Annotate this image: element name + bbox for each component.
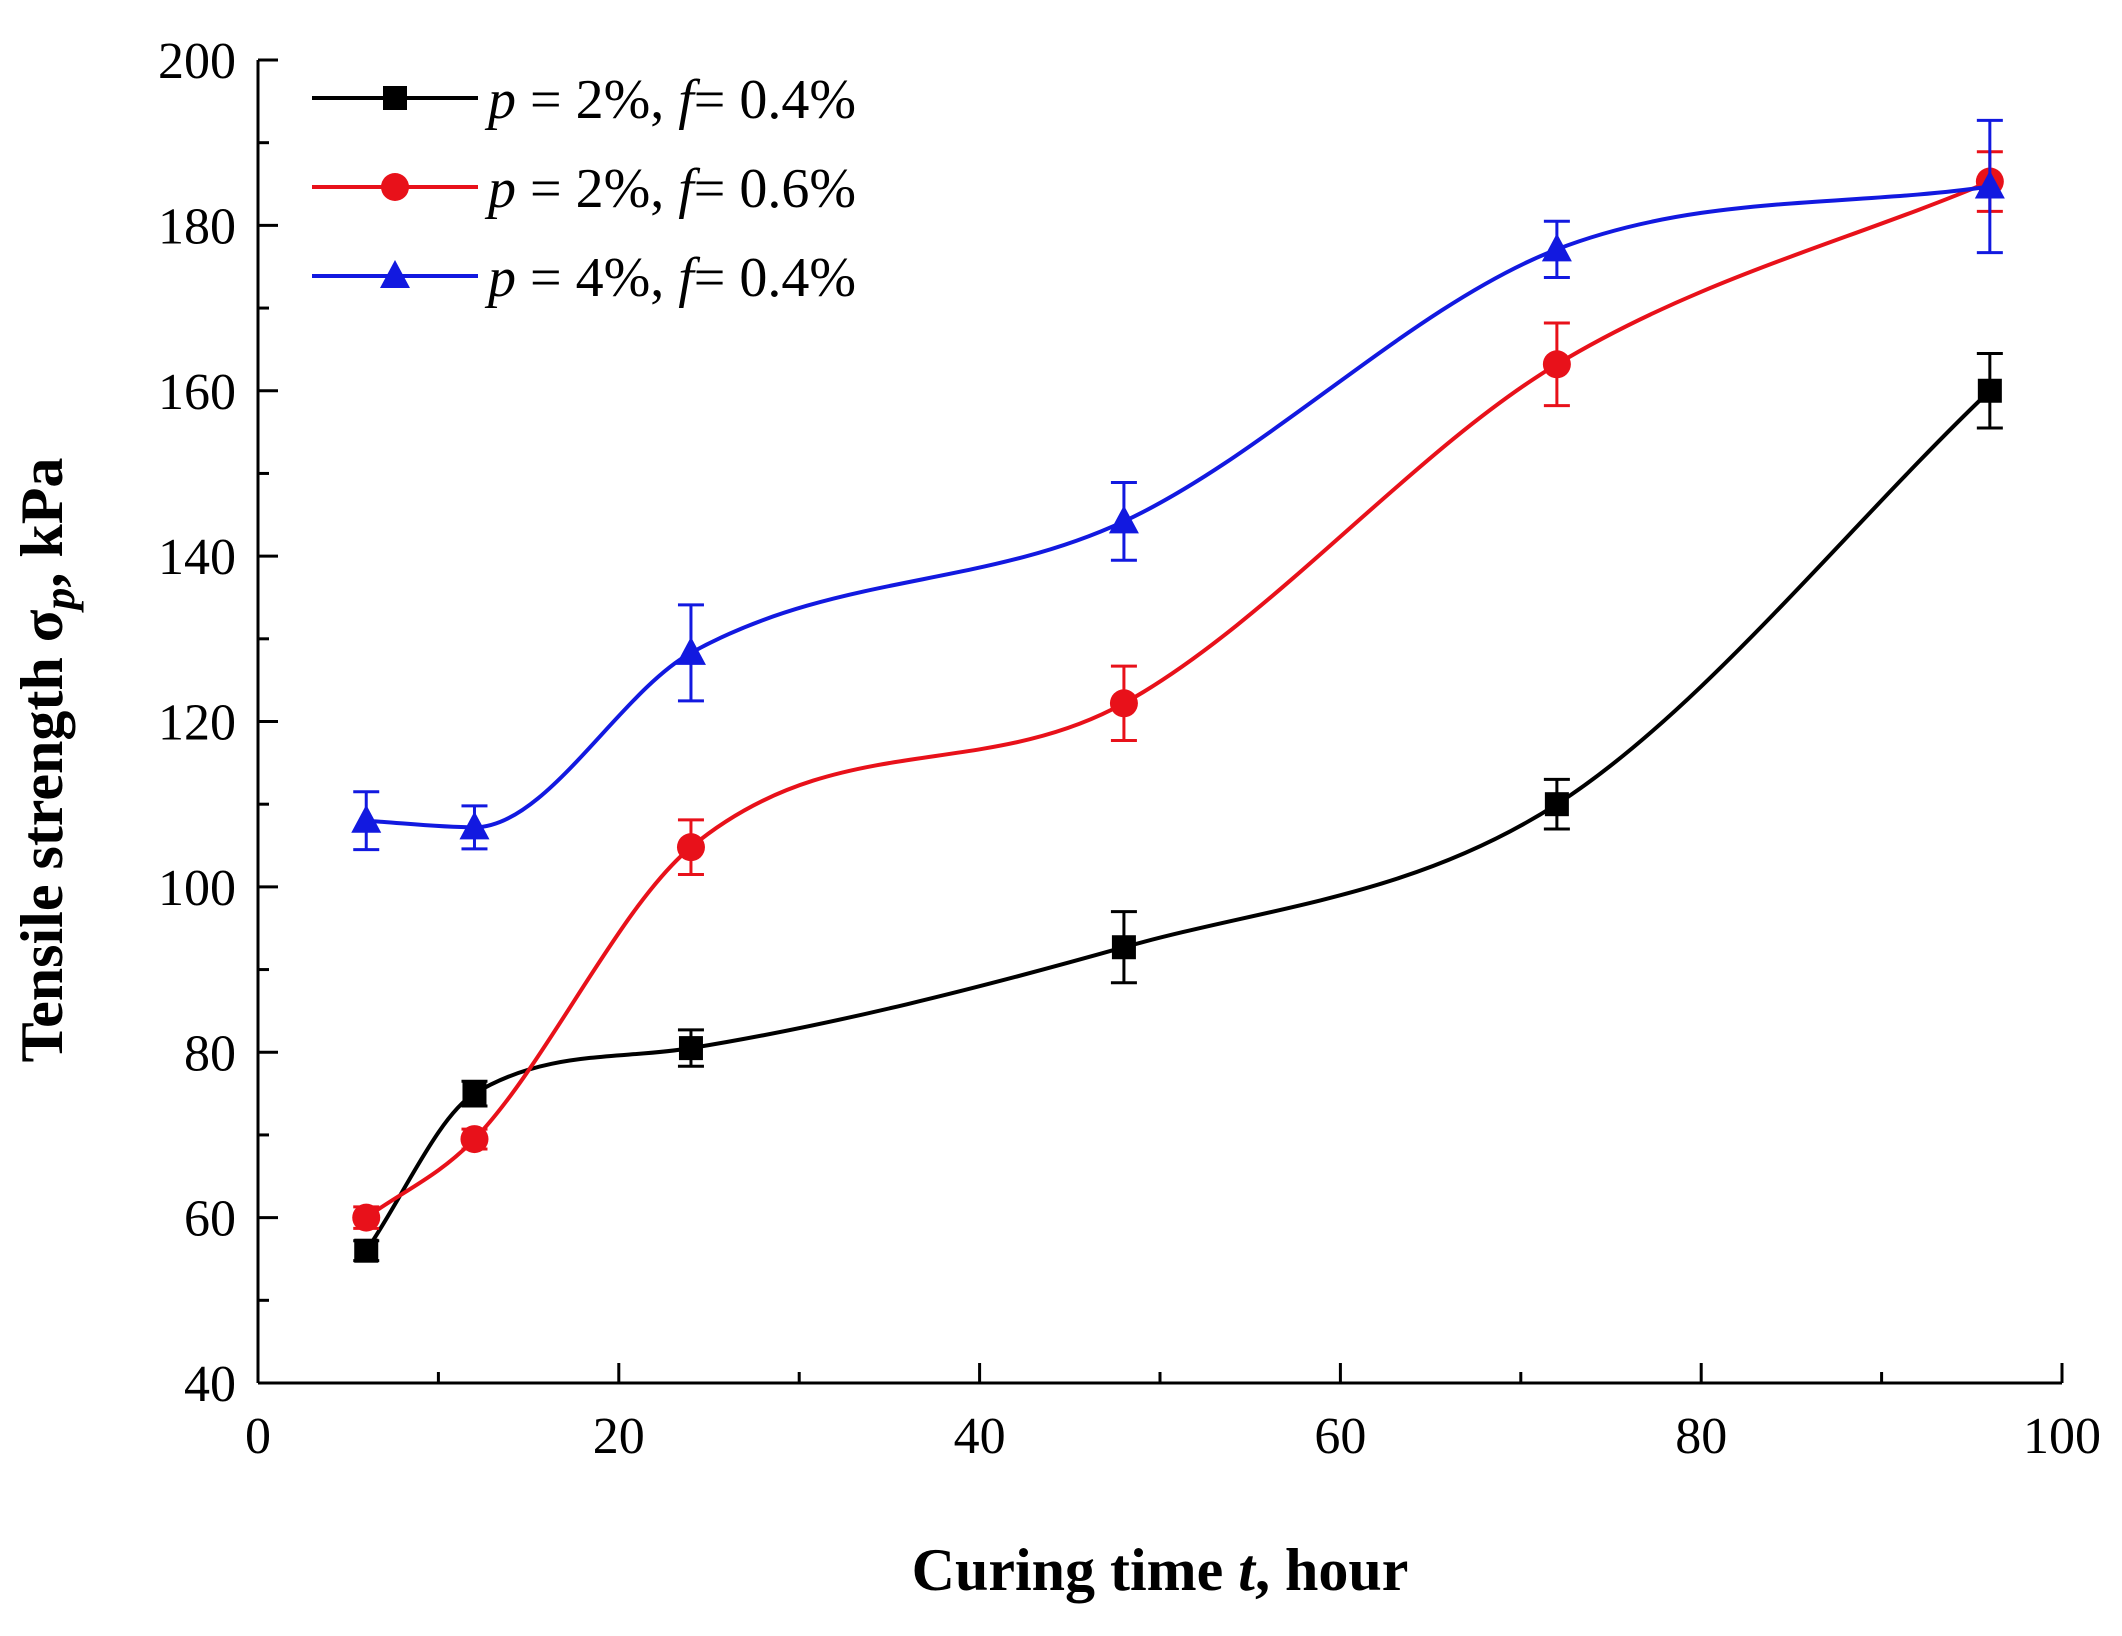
series-line bbox=[365, 179, 1991, 1220]
y-axis-title: Tensile strength σp, kPa bbox=[9, 458, 84, 1063]
legend-entry-2: p = 2%, f= 0.6% bbox=[312, 158, 856, 220]
series-line bbox=[364, 389, 1992, 1252]
y-tick-label: 180 bbox=[158, 198, 236, 255]
data-point bbox=[460, 1125, 489, 1154]
y-tick-label: 80 bbox=[184, 1025, 236, 1082]
data-point bbox=[462, 1081, 487, 1106]
series-2 bbox=[352, 150, 2004, 1232]
data-point bbox=[1974, 170, 2005, 199]
data-point bbox=[1542, 350, 1571, 379]
series-layer bbox=[351, 118, 2005, 1263]
y-tick-label: 200 bbox=[158, 33, 236, 90]
y-tick-label: 160 bbox=[158, 364, 236, 421]
series-3 bbox=[351, 118, 2005, 852]
data-point bbox=[352, 1203, 381, 1232]
series-line bbox=[366, 184, 1991, 830]
legend-swatch-marker bbox=[380, 260, 410, 288]
series-1 bbox=[353, 352, 2003, 1263]
data-point bbox=[354, 1238, 379, 1263]
x-tick-label: 40 bbox=[954, 1408, 1006, 1465]
y-tick-label: 40 bbox=[184, 1356, 236, 1413]
y-tick-label: 60 bbox=[184, 1191, 236, 1248]
x-axis-title: Curing time t, hour bbox=[912, 1537, 1409, 1603]
legend-label: p = 4%, f= 0.4% bbox=[484, 247, 856, 309]
data-point bbox=[1111, 935, 1136, 960]
x-tick-label: 80 bbox=[1675, 1408, 1727, 1465]
y-tick-label: 120 bbox=[158, 695, 236, 752]
x-tick-label: 20 bbox=[593, 1408, 645, 1465]
legend-entry-1: p = 2%, f= 0.4% bbox=[312, 69, 856, 131]
data-point bbox=[676, 833, 705, 862]
legend-entry-3: p = 4%, f= 0.4% bbox=[312, 247, 856, 309]
data-point bbox=[1977, 378, 2002, 403]
ticks: 0 20 40 60 80 100 40 60 80 100 120 140 160 180 200 bbox=[158, 33, 2101, 1465]
legend-swatch-marker bbox=[381, 173, 409, 201]
data-point bbox=[678, 1036, 703, 1061]
x-tick-label: 0 bbox=[245, 1408, 271, 1465]
data-point bbox=[1541, 233, 1572, 262]
data-point bbox=[1544, 792, 1569, 817]
x-tick-label: 100 bbox=[2023, 1408, 2101, 1465]
data-point bbox=[1109, 689, 1138, 718]
legend-swatch-marker bbox=[383, 86, 407, 110]
legend-label: p = 2%, f= 0.6% bbox=[484, 158, 856, 220]
data-point bbox=[1108, 505, 1139, 534]
legend-label: p = 2%, f= 0.4% bbox=[484, 69, 856, 131]
data-point bbox=[675, 636, 706, 665]
data-point bbox=[459, 811, 490, 840]
x-tick-label: 60 bbox=[1314, 1408, 1366, 1465]
data-point bbox=[351, 804, 382, 833]
y-tick-label: 100 bbox=[158, 860, 236, 917]
legend: p = 2%, f= 0.4% p = 2%, f= 0.6% p = 4%, f=… bbox=[312, 69, 856, 309]
y-tick-label: 140 bbox=[158, 529, 236, 586]
